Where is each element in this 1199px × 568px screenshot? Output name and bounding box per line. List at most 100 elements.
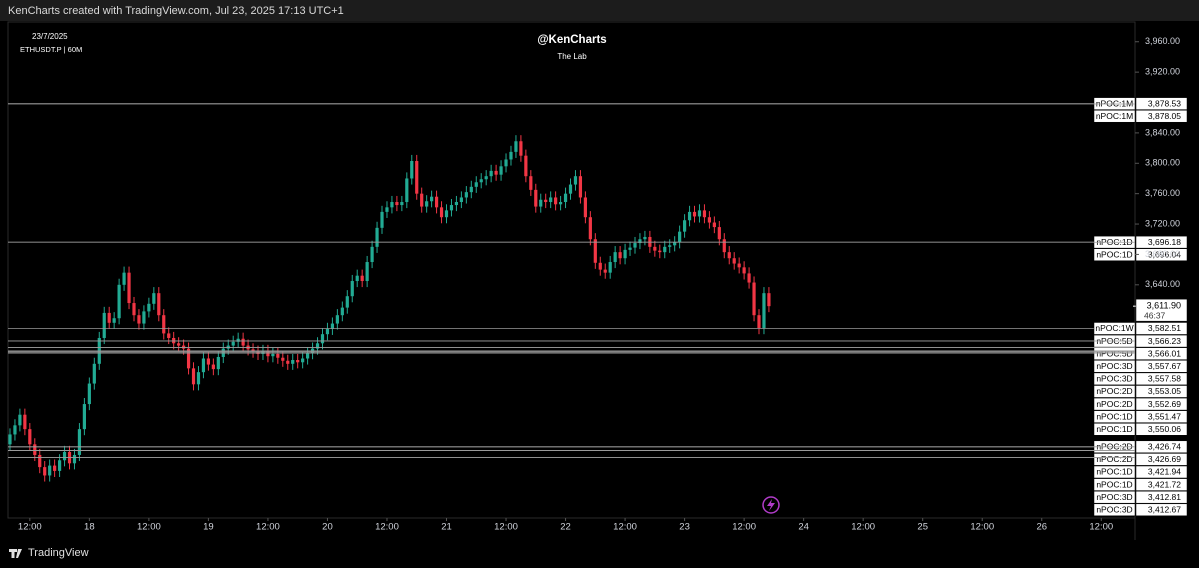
bolt-icon[interactable] <box>762 496 780 514</box>
candle-body <box>593 239 597 263</box>
poc-name: nPOC:3D <box>1096 492 1132 502</box>
candle-body <box>330 323 335 329</box>
candle-body <box>410 161 414 179</box>
x-tick-label: 12:00 <box>494 522 518 533</box>
footer-brand: TradingView <box>28 547 89 559</box>
candle-body <box>464 192 468 198</box>
candle-body <box>653 246 657 251</box>
candle-body <box>216 356 220 370</box>
candle-body <box>737 263 741 268</box>
candle-body <box>38 454 42 468</box>
candle-body <box>320 334 325 344</box>
poc-value-box <box>1135 453 1188 466</box>
poc-name: nPOC:1M <box>1096 111 1133 121</box>
poc-name: nPOC:2D <box>1096 454 1132 464</box>
poc-value-box <box>1135 440 1188 454</box>
candle-body <box>752 282 756 316</box>
poc-name-box <box>1093 385 1136 398</box>
candle-body <box>137 315 141 324</box>
poc-name: nPOC:1W <box>1095 323 1133 333</box>
chart-subtitle: The Lab <box>557 52 587 61</box>
candle-body <box>127 272 131 304</box>
candle-body <box>678 231 682 243</box>
candle-body <box>355 275 359 282</box>
candle-body <box>499 166 503 175</box>
x-tick-label: 12:00 <box>732 522 756 533</box>
poc-name-box <box>1093 478 1136 491</box>
candle-body <box>77 429 82 455</box>
candle-body <box>87 383 91 405</box>
candle-body <box>28 429 32 445</box>
candle-body <box>102 312 106 338</box>
candle-body <box>72 454 77 464</box>
candle-body <box>296 360 300 363</box>
poc-name: nPOC:1D <box>1096 249 1132 259</box>
candle-body <box>340 307 344 316</box>
candle-body <box>18 414 22 426</box>
poc-value-box <box>1135 503 1188 517</box>
candle-body <box>682 220 687 232</box>
candle-body <box>186 348 191 369</box>
poc-value-box <box>1135 347 1188 360</box>
y-tick-label: 3,800.00 <box>1145 158 1180 168</box>
poc-name-box <box>1093 503 1136 517</box>
candle-body <box>697 210 702 217</box>
candle-body <box>13 425 17 435</box>
candle-body <box>53 465 57 471</box>
candle-body <box>370 246 374 263</box>
candle-body <box>365 262 369 282</box>
poc-value: 3,412.67 <box>1148 505 1181 515</box>
poc-name: nPOC:2D <box>1096 386 1132 396</box>
poc-value: 3,553.05 <box>1148 386 1181 396</box>
poc-name-box <box>1093 360 1136 373</box>
candle-body <box>400 202 404 206</box>
candle-body <box>588 217 592 240</box>
candle-body <box>707 217 711 223</box>
candle-body <box>643 236 647 240</box>
poc-name-box <box>1093 490 1136 504</box>
candle-body <box>147 303 151 312</box>
candle-body <box>509 151 513 160</box>
poc-name-box <box>1093 372 1136 386</box>
poc-value-box <box>1135 423 1188 436</box>
poc-name-box <box>1093 465 1136 479</box>
header-text: KenCharts created with TradingView.com, … <box>8 5 344 17</box>
candle-body <box>638 239 642 244</box>
poc-value: 3,412.81 <box>1148 492 1181 502</box>
poc-value-box <box>1135 322 1188 335</box>
candle-body <box>484 176 488 180</box>
candle-body <box>241 338 245 346</box>
y-tick-label: 3,640.00 <box>1145 279 1180 289</box>
candle-body <box>692 211 697 217</box>
candle-body <box>152 293 156 304</box>
candle-body <box>177 343 181 346</box>
candle-body <box>767 293 771 307</box>
poc-name: nPOC:2D <box>1096 399 1132 409</box>
x-tick-label: 12:00 <box>1089 522 1113 533</box>
candle-body <box>43 467 47 476</box>
candle-body <box>48 465 52 476</box>
candle-body <box>568 184 573 194</box>
poc-value: 3,557.58 <box>1148 374 1181 384</box>
last-price: 3,611.90 <box>1147 301 1181 311</box>
candle-body <box>474 182 478 187</box>
candle-body <box>658 250 662 253</box>
candle-body <box>469 186 473 193</box>
candle-body <box>231 341 235 346</box>
candle-body <box>62 451 67 461</box>
x-tick-label: 12:00 <box>613 522 637 533</box>
candle-body <box>494 170 498 175</box>
candle-body <box>82 404 86 430</box>
x-tick-label: 12:00 <box>970 522 994 533</box>
candle-body <box>663 246 667 253</box>
poc-value-box <box>1135 465 1188 479</box>
candle-body <box>162 315 166 334</box>
poc-name-box <box>1093 410 1136 423</box>
poc-value-box <box>1135 478 1188 491</box>
y-tick-label: 3,960.00 <box>1145 36 1180 46</box>
candle-body <box>430 196 434 202</box>
poc-name: nPOC:3D <box>1096 361 1132 371</box>
poc-name: nPOC:1D <box>1096 479 1132 489</box>
candle-body <box>762 293 766 329</box>
